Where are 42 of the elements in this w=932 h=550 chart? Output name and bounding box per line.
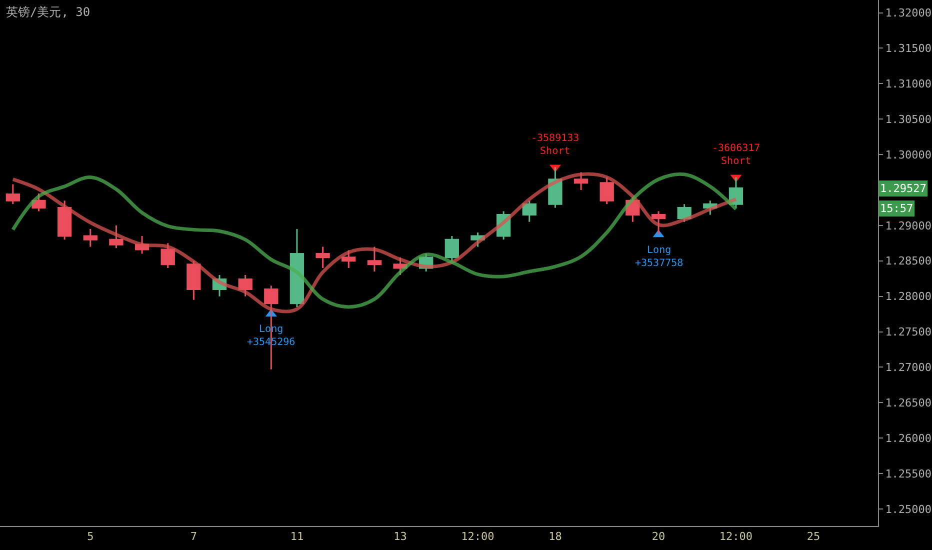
- annotation: -3606317 Short: [712, 143, 760, 167]
- y-tick-label: 1.27500: [885, 326, 932, 339]
- text: 英镑/美元, 30: [6, 5, 90, 19]
- candlestick: [160, 242, 175, 269]
- y-tick-label: 1.27000: [885, 361, 932, 374]
- y-tick-label: 1.31000: [885, 78, 932, 90]
- candlestick: [367, 246, 382, 272]
- candlestick: [290, 228, 304, 308]
- x-tick-label: 7: [190, 530, 197, 544]
- y-tick-label: 1.26500: [885, 396, 932, 410]
- x-tick-label: 18: [548, 530, 562, 544]
- candlestick: [522, 200, 536, 223]
- y-tick-label: 1.25500: [885, 467, 932, 480]
- candlestick: [57, 200, 72, 240]
- candlestick: [316, 246, 330, 269]
- candlestick: [651, 210, 666, 236]
- y-tick-label: 1.29000: [885, 219, 932, 232]
- x-tick-label: 5: [87, 530, 94, 544]
- y-tick-label: 1.26000: [885, 432, 932, 445]
- candlestick: [600, 176, 614, 205]
- x-tick-label: 25: [806, 530, 820, 544]
- text: 15:57: [880, 202, 914, 215]
- x-tick-label: 12:00: [461, 530, 494, 544]
- y-tick-label: 1.32000: [885, 6, 932, 20]
- x-tick-label: 12:00: [719, 530, 753, 544]
- candlestick: [6, 184, 20, 205]
- y-tick-label: 1.28500: [885, 254, 932, 268]
- candlestick: [444, 235, 459, 262]
- annotation: -3589133 Short: [531, 133, 580, 157]
- text: 1.29527: [880, 182, 926, 195]
- candlestick: [238, 274, 252, 298]
- y-tick-label: 1.28000: [885, 290, 932, 304]
- y-tick-label: 1.30000: [885, 148, 932, 162]
- y-tick-label: 1.31500: [885, 42, 932, 56]
- y-tick-label: 1.30500: [885, 112, 932, 126]
- x-tick-label: 13: [394, 530, 407, 544]
- x-tick-label: 20: [652, 530, 666, 544]
- annotation: Long +3537758: [635, 245, 684, 269]
- candlestick: [109, 224, 124, 249]
- candlestick: [83, 228, 98, 248]
- x-tick-label: 11: [290, 530, 304, 544]
- y-tick-label: 1.25000: [885, 502, 932, 516]
